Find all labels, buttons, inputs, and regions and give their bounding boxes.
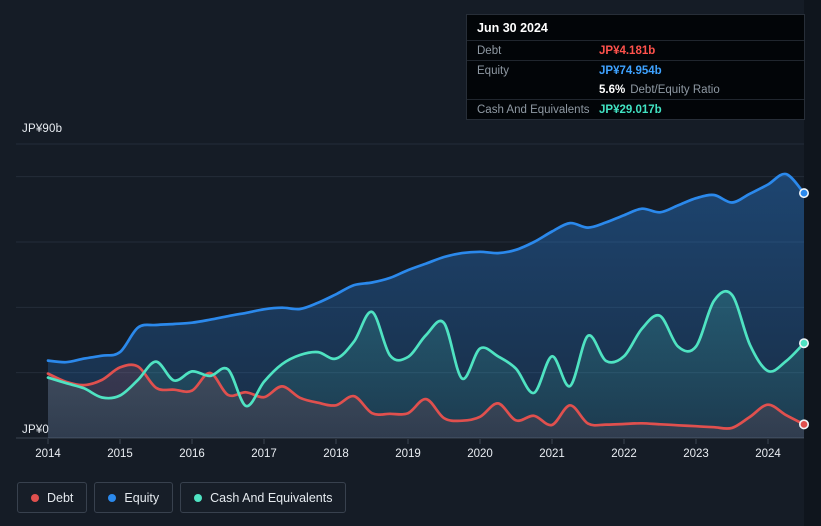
- tooltip-equity-row: Equity JP¥74.954b: [467, 60, 804, 80]
- legend-item-cash-label: Cash And Equivalents: [210, 490, 333, 505]
- debt-series-dot-icon: [31, 493, 39, 502]
- equity-series-dot-icon: [108, 493, 117, 502]
- tooltip-debt-value: JP¥4.181b: [599, 44, 656, 57]
- tooltip-cash-row: Cash And Equivalents JP¥29.017b: [467, 99, 804, 119]
- tooltip-debt-label: Debt: [477, 44, 502, 57]
- legend-item-equity[interactable]: Equity: [94, 482, 174, 513]
- y-axis-max-label: JP¥90b: [22, 123, 63, 135]
- legend-item-cash[interactable]: Cash And Equivalents: [180, 482, 347, 513]
- tooltip-ratio-row: 5.6% Debt/Equity Ratio: [467, 80, 804, 99]
- legend-item-debt-label: Debt: [47, 490, 74, 505]
- legend-item-equity-label: Equity: [124, 490, 160, 505]
- tooltip-ratio-label: Debt/Equity Ratio: [630, 83, 720, 96]
- tooltip-debt-row: Debt JP¥4.181b: [467, 40, 804, 60]
- tooltip-date: Jun 30 2024: [477, 21, 548, 35]
- y-axis-zero-label: JP¥0: [22, 424, 50, 436]
- tooltip-equity-label: Equity: [477, 64, 509, 77]
- legend-item-debt[interactable]: Debt: [17, 482, 88, 513]
- tooltip-cash-value: JP¥29.017b: [599, 103, 662, 116]
- chart-legend: Debt Equity Cash And Equivalents: [17, 482, 347, 513]
- plot-right-edge-band: [804, 0, 821, 526]
- cash-series-dot-icon: [194, 493, 203, 502]
- tooltip-ratio-value: 5.6%: [599, 83, 626, 96]
- tooltip-equity-value: JP¥74.954b: [599, 64, 662, 77]
- tooltip-cash-label: Cash And Equivalents: [477, 103, 590, 116]
- chart-tooltip: Jun 30 2024 Debt JP¥4.181b Equity JP¥74.…: [466, 14, 805, 120]
